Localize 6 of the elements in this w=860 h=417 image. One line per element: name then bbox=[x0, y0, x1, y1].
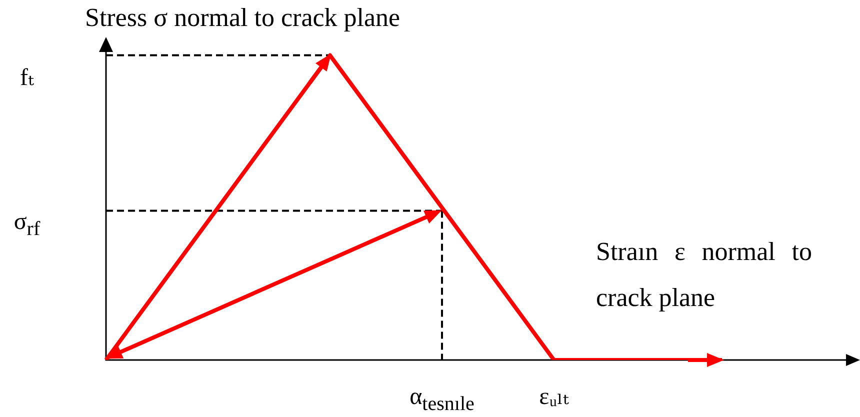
y-axis-title: Stress σ normal to crack plane bbox=[85, 3, 400, 33]
text: σ$_{rf}$ bbox=[12, 208, 42, 242]
x-tick-label: εᵤₗₜ bbox=[538, 383, 570, 412]
x-tick-label: α$_{tesnıle}$ bbox=[408, 383, 476, 417]
text: fₜ bbox=[19, 64, 35, 93]
x-axis-title: Straın ε normal to crack plane bbox=[596, 236, 812, 314]
